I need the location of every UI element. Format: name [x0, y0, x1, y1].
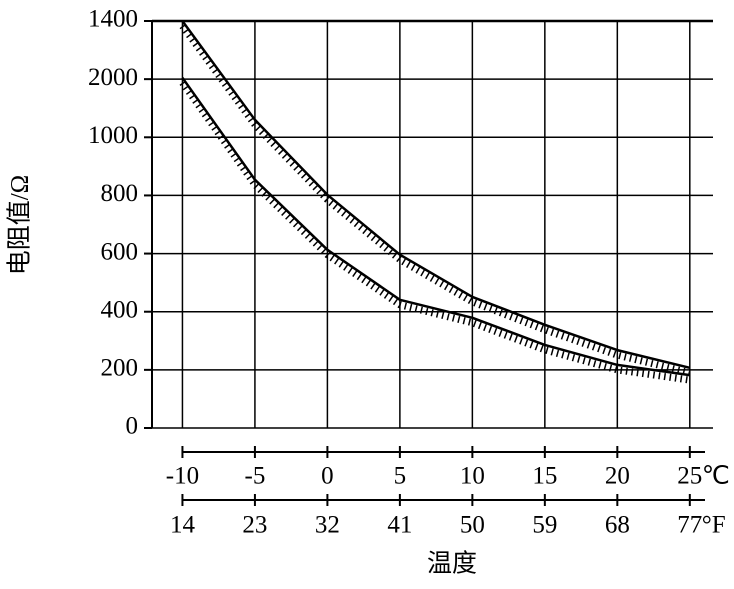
x-tick-label: -5 — [245, 463, 266, 490]
y-tick-label: 1000 — [88, 122, 138, 149]
x2-tick-label: 59 — [532, 512, 557, 539]
y-tick-label: 0 — [126, 413, 139, 440]
x-tick-label: 20 — [605, 463, 630, 490]
x-tick-label: 15 — [532, 463, 557, 490]
y-tick-label: 800 — [101, 180, 139, 207]
y-tick-label: 200 — [101, 355, 139, 382]
x-tick-label: 0 — [321, 463, 334, 490]
x-tick-label: 25 — [677, 463, 702, 490]
x-tick-label: -10 — [166, 463, 199, 490]
x2-tick-label: 41 — [387, 512, 412, 539]
x-axis-title: 温度 — [427, 550, 477, 578]
x2-tick-label: 32 — [315, 512, 340, 539]
curve-hatch — [179, 80, 691, 384]
x2-tick-label: 23 — [242, 512, 267, 539]
y-tick-label: 2000 — [88, 64, 138, 91]
y-axis-title: 电阻值/Ω — [6, 175, 34, 276]
x2-tick-label: 14 — [170, 512, 196, 539]
x2-tick-label: 77 — [677, 512, 702, 539]
x-tick-label: 10 — [460, 463, 485, 490]
y-tick-label: 1400 — [88, 6, 138, 33]
y-tick-label: 400 — [101, 296, 139, 323]
x2-tick-label: 50 — [460, 512, 485, 539]
curve — [181, 76, 690, 377]
x2-unit: °F — [702, 512, 726, 539]
curve — [181, 20, 691, 370]
x-tick-label: 5 — [394, 463, 407, 490]
x2-tick-label: 68 — [605, 512, 630, 539]
y-tick-label: 600 — [101, 238, 139, 265]
x-unit: ℃ — [702, 463, 730, 490]
curve-hatch — [179, 23, 691, 377]
